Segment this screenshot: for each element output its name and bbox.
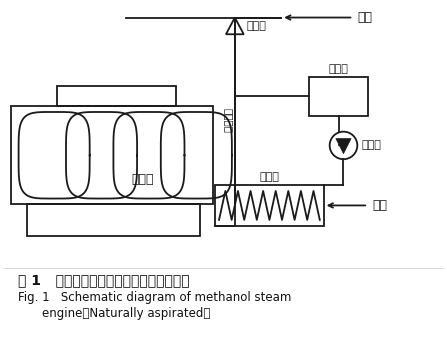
Bar [11,106,213,205]
Bar [27,205,200,236]
Text: engine（Naturally aspirated）: engine（Naturally aspirated） [42,307,211,320]
Bar [215,185,324,226]
Polygon shape [336,139,351,154]
Text: 排气: 排气 [372,199,387,212]
Bar [57,87,176,106]
Text: 甲醇箱: 甲醇箱 [329,64,349,74]
Text: 内燃机: 内燃机 [131,173,153,186]
Text: 图 1   甲醇蒸汽发动机示意图（自然吸气）: 图 1 甲醇蒸汽发动机示意图（自然吸气） [17,273,189,287]
Text: 甲醇蒸汽: 甲醇蒸汽 [223,108,233,133]
Text: Fig. 1   Schematic diagram of methanol steam: Fig. 1 Schematic diagram of methanol ste… [17,291,291,304]
Text: 进气: 进气 [357,11,372,24]
Text: 液压泵: 液压泵 [361,141,381,150]
Text: 喷射器: 喷射器 [247,21,266,31]
Bar [309,77,368,116]
Text: 蒸发器: 蒸发器 [260,172,279,182]
